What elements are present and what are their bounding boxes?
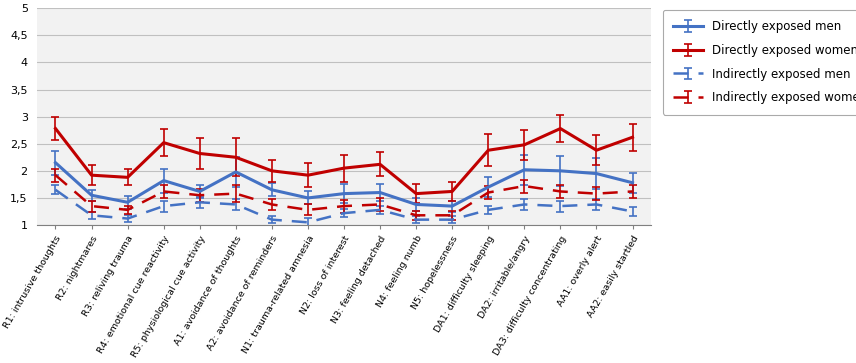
Legend: Directly exposed men, Directly exposed women, Indirectly exposed men, Indirectly: Directly exposed men, Directly exposed w… bbox=[663, 10, 856, 115]
